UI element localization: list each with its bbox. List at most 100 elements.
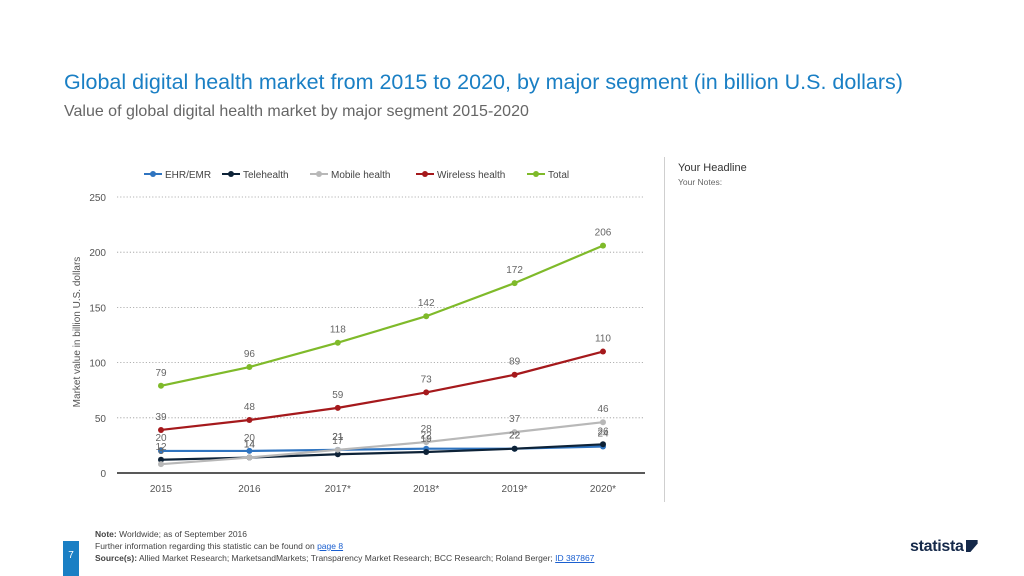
data-point bbox=[158, 456, 164, 463]
footer: Note: Worldwide; as of September 2016 Fu… bbox=[95, 528, 594, 564]
data-point bbox=[158, 447, 164, 454]
footer-note: Note: Worldwide; as of September 2016 bbox=[95, 528, 594, 540]
y-tick-label: 0 bbox=[100, 469, 106, 480]
data-point bbox=[600, 348, 606, 355]
legend-marker bbox=[422, 171, 428, 177]
footer-further-info: Further information regarding this stati… bbox=[95, 540, 594, 552]
series-line-wireless-health bbox=[160, 350, 604, 432]
legend-marker bbox=[228, 171, 234, 177]
data-point bbox=[423, 439, 430, 446]
data-point bbox=[334, 446, 341, 453]
data-point bbox=[246, 454, 253, 461]
note-label: Note: bbox=[95, 529, 117, 539]
statista-icon bbox=[965, 540, 978, 552]
series-line-mobile-health bbox=[160, 421, 604, 466]
line-chart: 0 50 100 150 200 250 2015 2016 2017* 2018* 2019* 20… bbox=[72, 170, 645, 495]
data-point bbox=[158, 382, 164, 389]
data-point bbox=[423, 389, 430, 396]
data-label: 12 bbox=[155, 442, 167, 453]
data-point bbox=[334, 404, 341, 411]
data-label: 21 bbox=[332, 432, 344, 443]
data-label: 14 bbox=[244, 440, 256, 451]
data-label: 118 bbox=[330, 325, 346, 336]
data-label: 19 bbox=[421, 434, 433, 445]
data-point bbox=[334, 339, 341, 346]
data-label: 26 bbox=[597, 426, 609, 437]
legend-label: Mobile health bbox=[331, 170, 390, 181]
data-label: 73 bbox=[421, 374, 433, 385]
data-point bbox=[600, 441, 606, 448]
data-point bbox=[158, 461, 164, 468]
data-label: 48 bbox=[244, 402, 256, 413]
x-tick-label: 2018* bbox=[413, 484, 439, 495]
y-tick-label: 50 bbox=[95, 414, 107, 425]
y-tick-label: 250 bbox=[89, 193, 106, 204]
legend-label: Wireless health bbox=[437, 170, 505, 181]
data-label: 22 bbox=[509, 431, 521, 442]
source-label: Source(s): bbox=[95, 553, 138, 563]
data-point bbox=[246, 447, 253, 454]
data-label: 22 bbox=[509, 431, 521, 442]
y-tick-label: 100 bbox=[89, 359, 106, 370]
data-label: 8 bbox=[158, 446, 164, 457]
data-label: 96 bbox=[244, 349, 256, 360]
brand-name: statista bbox=[910, 538, 964, 555]
data-label: 39 bbox=[155, 412, 167, 423]
data-label: 89 bbox=[509, 357, 521, 368]
data-label: 22 bbox=[421, 431, 433, 442]
data-point bbox=[423, 449, 430, 456]
data-label: 17 bbox=[332, 436, 344, 447]
x-tick-label: 2015 bbox=[150, 484, 173, 495]
y-tick-label: 200 bbox=[89, 248, 106, 259]
footer-source: Source(s): Allied Market Research; Marke… bbox=[95, 552, 594, 564]
data-label: 21 bbox=[332, 432, 344, 443]
data-point bbox=[511, 429, 518, 436]
page-title: Global digital health market from 2015 t… bbox=[64, 70, 903, 94]
side-panel: Your Headline Your Notes: bbox=[678, 162, 747, 187]
divider bbox=[664, 157, 665, 502]
data-point bbox=[334, 451, 341, 458]
legend-marker bbox=[316, 171, 322, 177]
x-tick-label: 2020* bbox=[590, 484, 616, 495]
data-point bbox=[511, 371, 518, 378]
series-line-total bbox=[160, 244, 604, 387]
data-label: 37 bbox=[509, 414, 521, 425]
data-label: 24 bbox=[597, 429, 609, 440]
side-headline: Your Headline bbox=[678, 162, 747, 174]
data-point bbox=[600, 419, 606, 426]
legend-marker bbox=[150, 171, 156, 177]
data-point bbox=[511, 445, 518, 452]
chart-area: 0 50 100 150 200 250 2015 2016 2017* 2018* 2019* 20… bbox=[0, 150, 660, 510]
source-text: Allied Market Research; MarketsandMarket… bbox=[138, 553, 553, 563]
data-label: 206 bbox=[595, 228, 612, 239]
statista-logo[interactable]: statista bbox=[910, 538, 978, 556]
data-point bbox=[246, 364, 253, 371]
legend-label: Total bbox=[548, 170, 569, 181]
y-tick-label: 150 bbox=[89, 303, 106, 314]
note-text: Worldwide; as of September 2016 bbox=[119, 529, 247, 539]
legend-label: Telehealth bbox=[243, 170, 289, 181]
data-point bbox=[600, 242, 606, 249]
page-link[interactable]: page 8 bbox=[317, 541, 344, 551]
further-info-text: Further information regarding this stati… bbox=[95, 541, 315, 551]
x-tick-label: 2016 bbox=[238, 484, 261, 495]
x-tick-label: 2019* bbox=[502, 484, 528, 495]
data-point bbox=[158, 426, 164, 433]
data-label: 46 bbox=[597, 404, 609, 415]
data-label: 172 bbox=[506, 265, 523, 276]
data-label: 142 bbox=[418, 298, 435, 309]
data-label: 79 bbox=[155, 368, 167, 379]
x-tick-label: 2017* bbox=[325, 484, 351, 495]
data-point bbox=[423, 313, 430, 320]
legend-label: EHR/EMR bbox=[165, 170, 211, 181]
data-label: 28 bbox=[421, 424, 433, 435]
side-notes: Your Notes: bbox=[678, 177, 723, 187]
legend-marker bbox=[533, 171, 539, 177]
data-label: 110 bbox=[595, 334, 611, 345]
id-link[interactable]: ID 387867 bbox=[555, 553, 595, 563]
page-subtitle: Value of global digital health market by… bbox=[64, 103, 529, 120]
y-axis-label: Market value in billion U.S. dollars bbox=[72, 257, 83, 408]
data-point bbox=[511, 280, 518, 287]
data-label: 14 bbox=[244, 440, 256, 451]
data-label: 59 bbox=[332, 390, 344, 401]
